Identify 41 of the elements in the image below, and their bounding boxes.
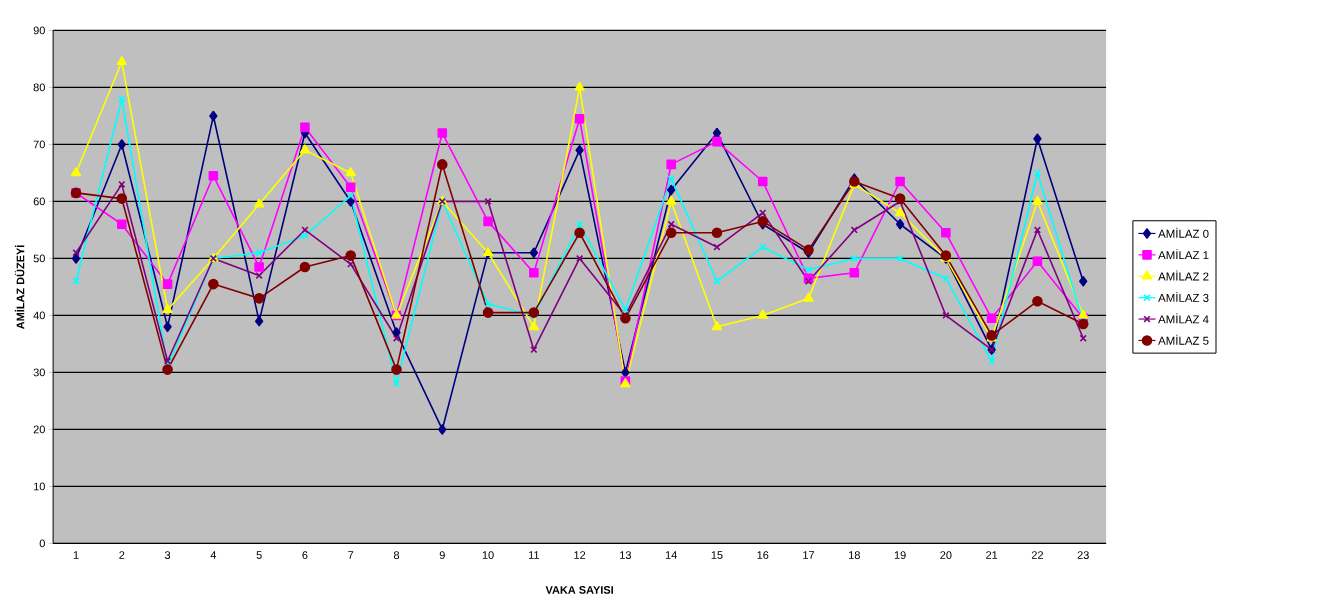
x-tick-label: 13 [620,551,631,559]
y-tick-label: 20 [33,425,45,434]
x-tick-label: 11 [528,551,539,559]
y-tick-label: 80 [33,83,45,92]
x-tick-label: 5 [256,551,262,559]
legend-label: AMİLAZ 1 [1158,249,1209,260]
y-tick-label: 40 [33,311,45,320]
x-tick-label: 4 [210,551,217,559]
x-tick-label: 17 [803,551,815,559]
x-tick-label: 8 [393,551,400,559]
x-tick-label: 20 [940,551,952,559]
x-tick-label: 21 [986,551,998,559]
x-tick-label: 14 [665,551,677,559]
y-axis-title: AMİLAZ DÜZEYİ [14,245,25,329]
y-tick-label: 10 [33,482,45,491]
x-tick-label: 7 [348,551,354,559]
x-tick-label: 1 [73,551,79,559]
x-tick-label: 18 [849,551,860,559]
x-tick-label: 12 [574,551,586,559]
x-tick-label: 15 [711,551,723,559]
legend-label: AMİLAZ 2 [1158,270,1209,281]
x-tick-label: 6 [302,551,308,559]
x-tick-label: 9 [439,551,445,559]
x-tick-label: 2 [119,551,125,559]
x-tick-label: 23 [1077,551,1089,559]
y-tick-label: 50 [33,254,45,263]
x-tick-label: 10 [482,551,494,559]
legend-label: AMİLAZ 4 [1158,313,1209,324]
y-tick-label: 30 [33,368,45,377]
legend-label: AMİLAZ 5 [1158,334,1209,345]
y-tick-label: 60 [33,197,45,206]
y-tick-label: 90 [33,26,45,35]
y-tick-label: 0 [39,539,45,548]
legend-label: AMİLAZ 0 [1158,227,1209,238]
x-axis-title: VAKA SAYISI [545,586,613,594]
x-tick-label: 22 [1031,551,1043,559]
x-tick-label: 19 [894,551,906,559]
x-tick-label: 3 [164,551,171,559]
y-tick-label: 70 [33,140,45,149]
legend-label: AMİLAZ 3 [1158,291,1209,302]
x-tick-label: 16 [757,551,769,559]
